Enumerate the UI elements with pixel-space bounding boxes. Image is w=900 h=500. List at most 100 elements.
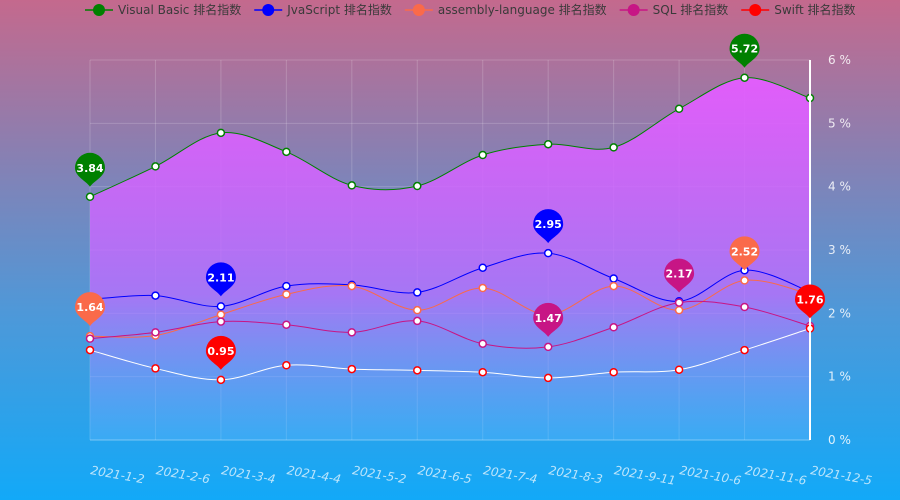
data-point[interactable] [216,302,226,311]
data-point[interactable] [413,316,422,326]
data-point[interactable] [216,375,226,385]
x-tick-label: 2021-8-3 [548,463,604,486]
data-point[interactable] [740,276,749,285]
marker-pin-label: 2.17 [666,268,693,281]
data-point[interactable] [740,302,749,312]
legend-label: Visual Basic 排名指数 [118,2,241,17]
data-point[interactable] [85,192,95,202]
data-point[interactable] [609,274,618,283]
series-line [89,77,811,198]
x-tick-label: 2021-3-4 [220,463,276,486]
y-tick-label: 6 % [828,53,851,67]
data-point[interactable] [347,281,357,291]
data-point[interactable] [478,367,487,377]
data-point[interactable] [282,147,291,157]
marker-pin-label: 1.47 [535,312,562,325]
legend-swatch-dot [627,4,640,16]
data-point[interactable] [609,281,618,291]
data-point[interactable] [478,283,487,293]
data-point[interactable] [151,291,160,300]
x-tick-label: 2021-7-4 [482,463,538,486]
data-point[interactable] [282,290,291,299]
marker-pin-label: 1.64 [76,301,103,314]
data-point[interactable] [478,339,487,348]
legend: Visual Basic 排名指数 JvaScript 排名指数 assembly-… [85,2,856,17]
marker-pin [533,209,564,244]
marker-pin-label: 0.95 [207,345,234,358]
legend-label: Swift 排名指数 [774,2,855,17]
marker-pin [729,236,760,271]
data-point[interactable] [347,328,357,337]
marker-pin [664,258,695,293]
data-point[interactable] [674,365,684,374]
data-point[interactable] [609,143,618,152]
y-tick-label: 1 % [828,370,851,384]
y-tick-label: 4 % [828,180,851,194]
data-point[interactable] [85,345,95,355]
area-fill [90,77,810,440]
data-point[interactable] [674,298,684,307]
data-point[interactable] [413,181,422,191]
data-point[interactable] [543,342,553,352]
data-point[interactable] [674,104,684,114]
legend-swatch-dot [262,4,275,16]
data-point[interactable] [740,345,749,355]
data-point[interactable] [609,367,618,377]
data-point[interactable] [413,366,422,375]
legend-item[interactable]: Swift 排名指数 [741,2,856,17]
y-tick-label: 2 % [828,306,851,320]
legend-swatch-dot [93,4,105,16]
marker-pin [75,152,105,187]
y-tick-label: 3 % [828,243,851,257]
data-point[interactable] [740,73,749,82]
legend-item[interactable]: Visual Basic 排名指数 [85,2,241,17]
x-tick-label: 2021-1-2 [89,463,145,486]
data-point[interactable] [478,263,487,272]
data-point[interactable] [282,281,291,291]
data-point[interactable] [478,150,487,160]
data-point[interactable] [347,181,357,190]
data-point[interactable] [282,361,291,370]
data-point[interactable] [543,373,553,383]
data-point[interactable] [543,248,553,258]
marker-pin [795,284,825,319]
marker-pin [205,262,236,297]
data-point[interactable] [216,128,226,138]
marker-pin [533,302,564,337]
data-point[interactable] [151,328,160,337]
data-point[interactable] [216,317,226,326]
data-point[interactable] [413,305,422,315]
x-tick-label: 2021-6-5 [417,463,473,486]
y-tick-label: 0 % [828,433,851,447]
data-point[interactable] [85,334,95,343]
data-point[interactable] [151,162,160,171]
data-point[interactable] [674,305,684,315]
data-point[interactable] [543,139,553,149]
data-point[interactable] [413,288,422,297]
marker-pin-label: 2.95 [535,218,562,231]
data-point[interactable] [282,320,291,329]
marker-pin [205,335,236,370]
legend-label: SQL 排名指数 [653,2,729,17]
series-line [89,328,811,381]
marker-pin-label: 5.72 [731,43,758,56]
marker-pin [729,33,760,68]
marker-pins: 3.84 5.72 2.11 2.95 1.64 2.52 1.47 2.17 0.95 1.76 [75,33,825,370]
marker-pin-label: 2.11 [207,271,234,284]
legend-swatch-dot [749,4,762,16]
legend-item[interactable]: assembly-language 排名指数 [404,2,607,17]
data-point[interactable] [347,364,357,374]
legend-swatch-dot [412,4,425,16]
data-point[interactable] [216,310,226,319]
series-line [89,279,811,338]
legend-label: assembly-language 排名指数 [438,2,607,17]
legend-item[interactable]: JvaScript 排名指数 [254,2,392,17]
x-tick-label: 2021-10-6 [679,463,743,488]
legend-item[interactable]: SQL 排名指数 [619,2,729,17]
marker-pin-label: 2.52 [731,245,758,258]
x-tick-label: 2021-9-11 [613,463,677,488]
data-point[interactable] [609,323,618,332]
series-lines [89,77,811,381]
data-point[interactable] [151,364,160,373]
x-tick-label: 2021-2-6 [155,463,211,486]
